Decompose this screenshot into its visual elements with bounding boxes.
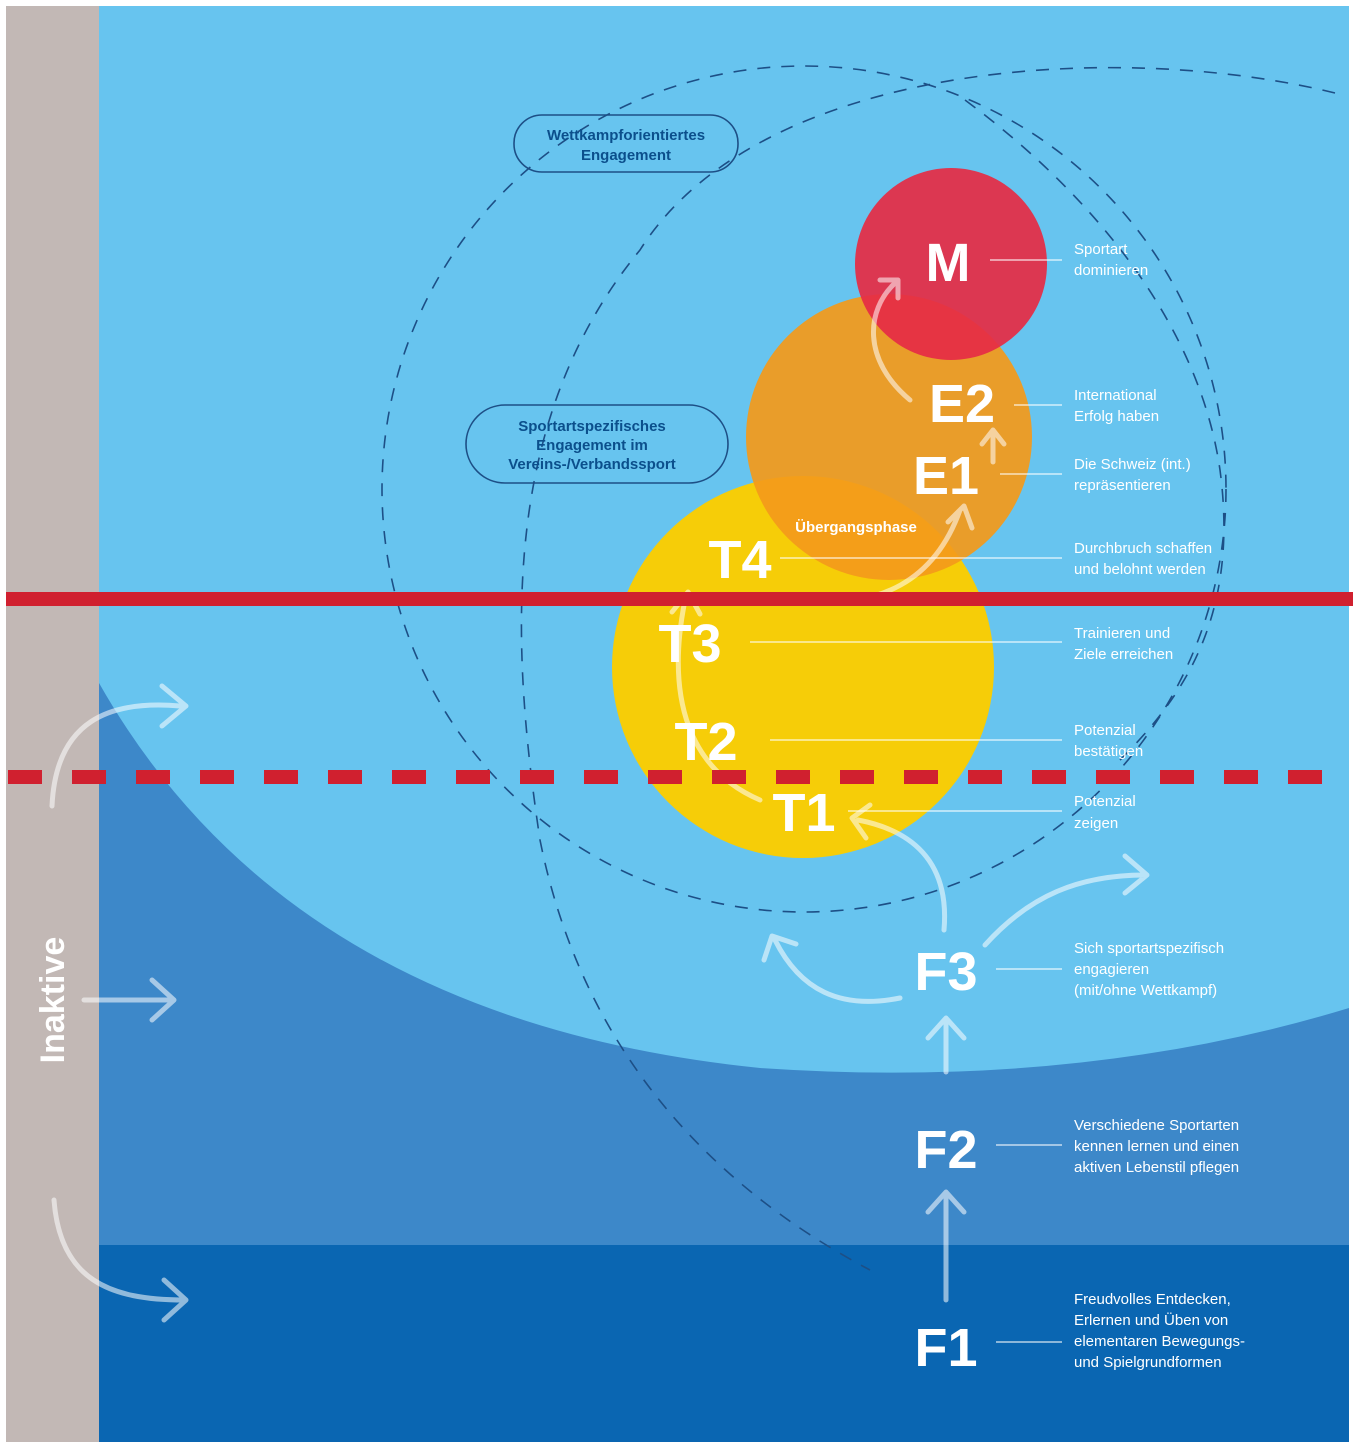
desc-m-1: Sportart <box>1074 241 1128 258</box>
desc-f1-2: Erlernen und Üben von <box>1074 1311 1228 1329</box>
arrow-inactive-bottom <box>51 1197 189 1323</box>
pill-competitive-box <box>513 114 739 173</box>
stage-label-e1: E1 <box>913 446 979 506</box>
stage-label-f3: F3 <box>914 942 977 1002</box>
base-zone <box>99 1245 1349 1442</box>
desc-t1-2: zeigen <box>1074 815 1118 832</box>
desc-t1-1: Potenzial <box>1074 793 1136 810</box>
stage-label-t4: T4 <box>708 530 771 590</box>
transition-label: Übergangsphase <box>795 519 917 536</box>
pill-competitive-line-2: Engagement <box>581 147 671 164</box>
pill-sport-specific-line-3: Vereins-/Verbandssport <box>508 456 676 473</box>
stage-label-m: M <box>926 233 971 293</box>
arrow-e1-e2 <box>979 427 1007 465</box>
desc-f1-3: elementaren Bewegungs- <box>1074 1333 1245 1350</box>
stage-label-t2: T2 <box>674 712 737 772</box>
desc-e1-1: Die Schweiz (int.) <box>1074 456 1191 473</box>
stage-label-t3: T3 <box>658 614 721 674</box>
desc-f3-3: (mit/ohne Wettkampf) <box>1074 982 1217 999</box>
arrow-f2-f3 <box>925 1015 967 1075</box>
desc-e2-2: Erfolg haben <box>1074 408 1159 425</box>
desc-f2-3: aktiven Lebenstil pflegen <box>1074 1159 1239 1176</box>
inactive-label: Inaktive <box>34 937 72 1064</box>
inner-arc <box>964 99 1225 761</box>
desc-e2-1: International <box>1074 387 1157 404</box>
arrow-inactive-top <box>49 683 189 809</box>
desc-f3-2: engagieren <box>1074 961 1149 978</box>
connector-lines <box>750 259 1062 1343</box>
stage-label-f2: F2 <box>914 1120 977 1180</box>
desc-f1-1: Freudvolles Entdecken, <box>1074 1291 1231 1308</box>
pill-sport-specific-box <box>465 404 729 484</box>
pill-sport-specific-line-2: Engagement im <box>536 437 648 454</box>
desc-t3-2: Ziele erreichen <box>1074 646 1173 663</box>
pill-competitive-line-1: Wettkampforientiertes <box>547 127 705 144</box>
desc-f3-1: Sich sportartspezifisch <box>1074 940 1224 957</box>
arrow-inactive-mid <box>81 977 177 1023</box>
arrow-e2-m <box>870 277 913 403</box>
arrow-f1-f2 <box>925 1189 967 1303</box>
desc-t3-1: Trainieren und <box>1074 625 1170 642</box>
desc-t4-1: Durchbruch schaffen <box>1074 540 1212 557</box>
stage-label-e2: E2 <box>929 374 995 434</box>
dashed-guides <box>381 65 1336 1271</box>
desc-f1-4: und Spielgrundformen <box>1074 1354 1222 1371</box>
competitive-ellipse <box>381 65 1227 913</box>
desc-t2-1: Potenzial <box>1074 722 1136 739</box>
arrow-f3-left <box>761 933 903 1004</box>
red-solid-marker <box>6 592 1353 606</box>
foundation-zone <box>99 683 1349 1245</box>
desc-e1-2: repräsentieren <box>1074 477 1171 494</box>
desc-t4-2: und belohnt werden <box>1074 561 1206 578</box>
desc-t2-2: bestätigen <box>1074 743 1143 760</box>
stage-label-t1: T1 <box>772 783 835 843</box>
sport-specific-arc <box>520 66 1336 1271</box>
flow-arrows <box>49 277 1150 1323</box>
desc-f2-2: kennen lernen und einen <box>1074 1138 1239 1155</box>
circle-red <box>855 168 1047 360</box>
arrow-f3-t1 <box>849 802 948 933</box>
desc-m-2: dominieren <box>1074 262 1148 279</box>
pill-sport-specific-line-1: Sportartspezifisches <box>518 418 666 435</box>
arrow-f3-right <box>982 853 1150 948</box>
stage-label-f1: F1 <box>914 1318 977 1378</box>
desc-f2-1: Verschiedene Sportarten <box>1074 1117 1239 1134</box>
